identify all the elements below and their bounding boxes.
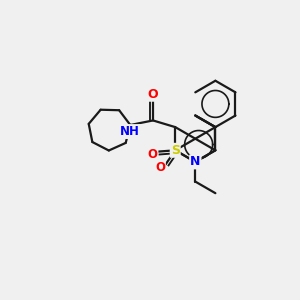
Text: S: S (171, 144, 180, 157)
Text: O: O (155, 161, 165, 174)
Text: N: N (190, 155, 200, 168)
Text: NH: NH (120, 125, 140, 138)
Text: O: O (148, 88, 158, 101)
Text: O: O (148, 148, 158, 161)
